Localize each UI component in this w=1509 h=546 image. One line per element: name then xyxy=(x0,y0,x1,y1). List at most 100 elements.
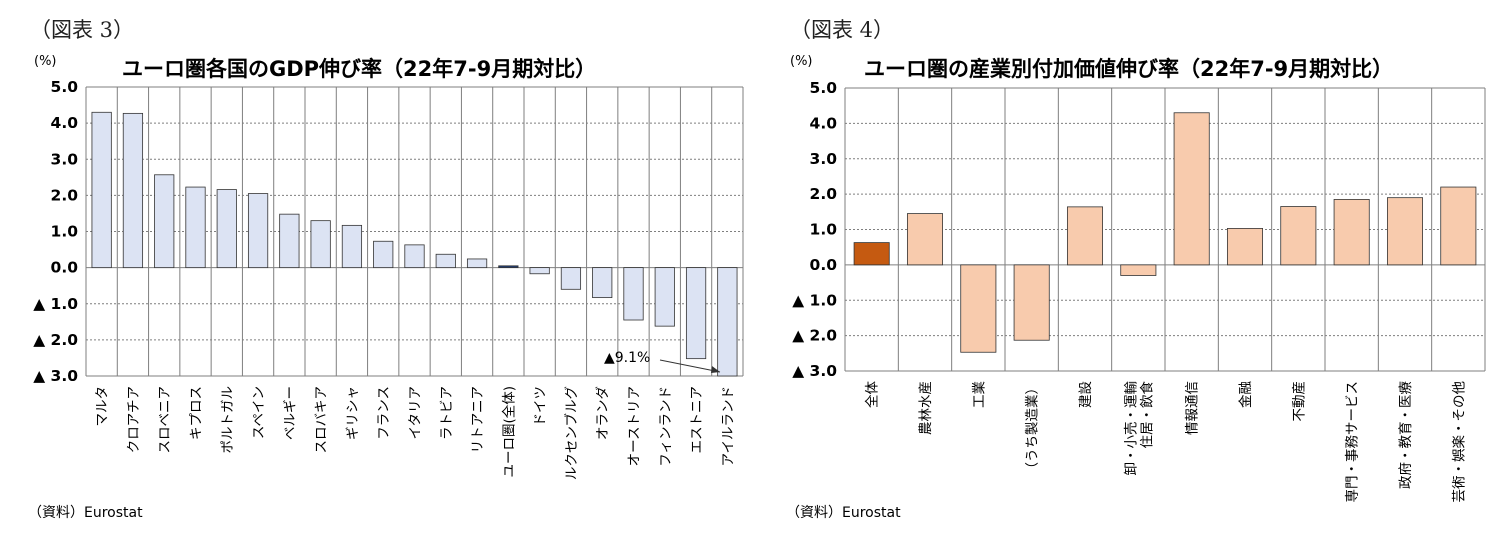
bar xyxy=(560,267,582,290)
bar xyxy=(91,111,112,269)
y-tick-label: 0.0 xyxy=(51,259,79,277)
bar xyxy=(654,267,675,327)
bar xyxy=(279,213,300,269)
source-note: （資料）Eurostat xyxy=(28,505,143,521)
x-category-label: オーストリア xyxy=(627,386,643,466)
bar xyxy=(1387,197,1424,266)
x-category-label: 専門・事務サービス xyxy=(1345,381,1361,503)
bar xyxy=(685,267,707,360)
y-tick-label: ▲ 2.0 xyxy=(33,331,78,349)
bar xyxy=(341,224,363,269)
chart-title: ユーロ圏の産業別付加価値伸び率（22年7-9月期対比） xyxy=(864,57,1394,81)
x-category-label: ラトビア xyxy=(439,386,455,440)
x-category-label: 建設 xyxy=(1078,381,1094,408)
x-category-label: 芸術・娯楽・その他 xyxy=(1451,381,1467,503)
y-tick-label: 4.0 xyxy=(810,114,838,132)
x-category-label: アイルランド xyxy=(720,386,736,466)
x-category-label: 住居・飲食 xyxy=(1138,381,1155,449)
x-category-label: 不動産 xyxy=(1291,381,1307,422)
y-tick-label: 1.0 xyxy=(51,223,79,241)
bar xyxy=(435,253,456,269)
chart-panel-value-added-by-industry: （図表 4） (%) ユーロ圏の産業別付加価値伸び率（22年7-9月期対比） 5… xyxy=(760,0,1509,546)
annotation-arrow xyxy=(659,359,721,373)
bar xyxy=(466,258,488,269)
unit-label: (%) xyxy=(34,54,57,69)
bar xyxy=(592,267,613,299)
y-tick-label: 1.0 xyxy=(810,221,838,239)
y-tick-label: ▲ 2.0 xyxy=(792,327,837,345)
x-category-label: フランス xyxy=(376,386,392,440)
bar xyxy=(1066,206,1103,266)
annotation-label: ▲9.1% xyxy=(604,350,650,366)
bar xyxy=(404,244,425,269)
y-tick-label: 4.0 xyxy=(51,114,79,132)
bar xyxy=(960,264,997,353)
x-category-label: マルタ xyxy=(95,386,111,427)
chart-title: ユーロ圏各国のGDP伸び率（22年7-9月期対比） xyxy=(122,57,597,81)
y-tick-label: 3.0 xyxy=(810,150,838,168)
x-category-label: 情報通信 xyxy=(1185,381,1201,435)
x-category-label: リトアニア xyxy=(470,386,486,453)
annotation-arrowhead xyxy=(711,366,720,373)
bar xyxy=(529,267,550,275)
bar xyxy=(1173,112,1210,266)
x-category-label: （うち製造業） xyxy=(1025,381,1041,476)
bar xyxy=(247,193,269,269)
chart-panel-gdp-by-country: （図表 3） (%) ユーロ圏各国のGDP伸び率（22年7-9月期対比） 5.0… xyxy=(28,18,744,521)
bar xyxy=(122,112,144,269)
y-tick-label: 3.0 xyxy=(51,150,79,168)
unit-label: (%) xyxy=(790,54,813,69)
y-tick-label: ▲ 3.0 xyxy=(792,362,837,380)
chart-canvas: 5.0 4.0 3.0 2.0 1.0 0.0 ▲ 1.0 ▲ 2.0 ▲ 3.0 マルタ クロアチ… xyxy=(33,78,744,480)
x-category-label: キプロス xyxy=(189,386,205,440)
x-category-label: ドイツ xyxy=(533,386,549,427)
y-tick-label: ▲ 1.0 xyxy=(33,295,78,313)
bar xyxy=(1333,199,1370,266)
bar xyxy=(310,220,331,269)
bar xyxy=(498,265,519,269)
bar xyxy=(1120,264,1157,276)
x-category-label: 金融 xyxy=(1238,381,1254,408)
x-category-label: 政府・教育・医療 xyxy=(1397,381,1414,489)
y-tick-label: ▲ 1.0 xyxy=(792,291,837,309)
bar xyxy=(717,267,738,377)
x-category-label: スロバキア xyxy=(314,386,330,454)
x-category-label: エストニア xyxy=(689,386,705,454)
x-category-label: ポルトガル xyxy=(220,386,236,454)
y-tick-label: 0.0 xyxy=(810,256,838,274)
figure-label: （図表 4） xyxy=(790,18,895,42)
bar xyxy=(1226,228,1263,266)
x-category-label: ユーロ圏(全体) xyxy=(500,386,517,478)
x-category-label: 全体 xyxy=(864,381,881,408)
x-category-label: クロアチア xyxy=(126,386,142,453)
y-tick-label: 2.0 xyxy=(810,185,838,203)
y-tick-label: 5.0 xyxy=(810,79,838,97)
x-category-label: ギリシャ xyxy=(345,386,361,440)
x-category-label: 農林水産 xyxy=(918,381,934,435)
bar xyxy=(185,186,206,269)
x-category-label: 工業 xyxy=(971,381,987,408)
bar xyxy=(216,189,237,269)
bar xyxy=(623,267,644,321)
source-note: （資料）Eurostat xyxy=(786,505,901,521)
x-category-label: スロベニア xyxy=(157,386,173,454)
bar xyxy=(906,213,943,266)
x-category-label: オランダ xyxy=(595,386,611,440)
bar xyxy=(373,240,394,269)
y-tick-label: 2.0 xyxy=(51,186,79,204)
x-category-label: スペイン xyxy=(251,386,267,439)
chart-canvas: 5.0 4.0 3.0 2.0 1.0 0.0 ▲ 1.0 ▲ 2.0 ▲ 3.0 全体 農林水産 工… xyxy=(792,79,1486,503)
figure-label: （図表 3） xyxy=(30,18,135,42)
bar xyxy=(154,174,175,269)
x-category-label: ベルギー xyxy=(282,386,298,440)
x-category-label: ルクセンブルグ xyxy=(563,386,580,480)
bar xyxy=(1013,264,1050,341)
x-category-label: フィンランド xyxy=(658,386,674,467)
x-category-label: イタリア xyxy=(408,386,424,439)
x-category-label: 卸・小売・運輸 xyxy=(1123,381,1139,476)
bar xyxy=(853,242,890,266)
bar xyxy=(1280,206,1317,266)
y-tick-label: ▲ 3.0 xyxy=(33,367,78,385)
bar xyxy=(1440,186,1477,266)
y-tick-label: 5.0 xyxy=(51,78,79,96)
